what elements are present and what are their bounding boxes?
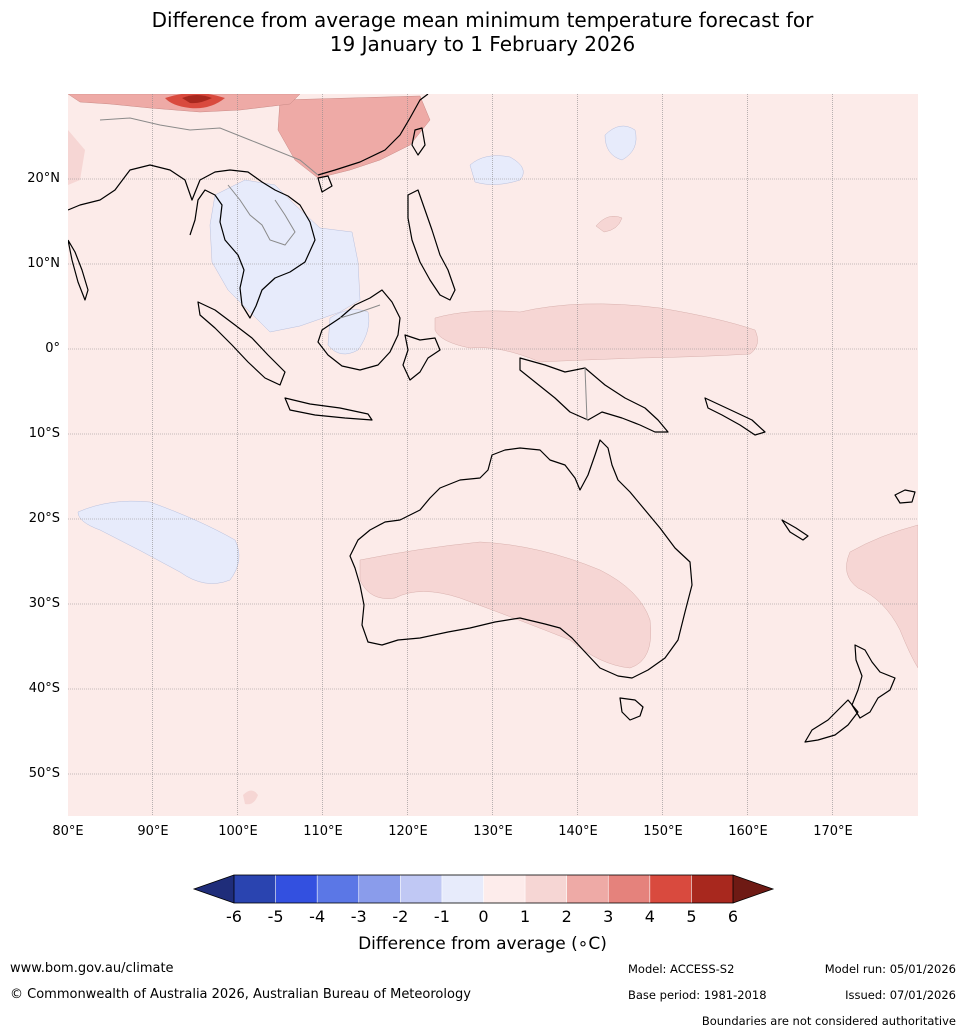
coast-new-zealand-south: [804, 699, 859, 743]
footer-copyright: © Commonwealth of Australia 2026, Austra…: [10, 987, 471, 1002]
colorbar-outline-left: [192, 874, 235, 904]
colorbar-title: Difference from average (∘C): [358, 934, 607, 954]
lat-label-50s: 50°S: [28, 766, 60, 781]
map-title-line-2: 19 January to 1 February 2026: [329, 32, 636, 56]
map-title-line-1: Difference from average mean minimum tem…: [151, 8, 814, 32]
lat-label-30s: 30°S: [28, 596, 60, 611]
colorbar-tick-label: 1: [519, 907, 531, 926]
colorbar-tick-label: 5: [686, 907, 697, 926]
anomaly-region-indian-ocean: [77, 500, 240, 584]
anomaly-region-southern-ocean: [243, 790, 258, 805]
colorbar-cell: [608, 875, 651, 903]
coast-hainan: [317, 175, 333, 193]
colorbar-cell: [358, 875, 401, 903]
coast-solomons: [704, 397, 766, 436]
lat-label-20n: 20°N: [27, 171, 60, 186]
coastlines: [68, 94, 916, 743]
coast-fiji: [894, 489, 916, 504]
lon-label-170e: 170°E: [813, 824, 853, 839]
footer-model-run: Model run: 05/01/2026: [824, 962, 956, 976]
colorbar-tick-label: -1: [433, 907, 450, 926]
lat-label-10s: 10°S: [28, 426, 60, 441]
colorbar-tick-label: -2: [392, 907, 409, 926]
lon-label-80e: 80°E: [52, 824, 84, 839]
anomaly-region-australia-inland: [359, 541, 652, 669]
lon-label-160e: 160°E: [728, 824, 768, 839]
colorbar-tick-label: 6: [727, 907, 739, 926]
colorbar-cell: [525, 875, 568, 903]
anomaly-region-micronesia: [595, 216, 623, 233]
coast-australia: [349, 439, 693, 679]
coast-new-caledonia: [781, 519, 809, 541]
coast-borneo: [317, 289, 401, 371]
anomaly-region-philippine-sea: [469, 155, 524, 185]
footer-base-period: Base period: 1981-2018: [628, 988, 767, 1002]
colorbar-tick-label: -4: [309, 907, 326, 926]
coast-new-zealand-north: [851, 644, 896, 719]
boundary-png-indonesia: [584, 367, 588, 421]
colorbar-cell: [317, 875, 360, 903]
boundaries: [99, 117, 588, 421]
colorbar-cell: [441, 875, 484, 903]
coast-sulawesi: [402, 334, 441, 381]
colorbar-tick-label: -6: [226, 907, 242, 926]
colorbar-cell: [483, 875, 526, 903]
boundary-indochina: [227, 184, 296, 246]
footer-disclaimer: Boundaries are not considered authoritat…: [701, 1014, 956, 1028]
boundary-borneo: [339, 304, 381, 319]
colorbar-cell: [275, 875, 318, 903]
lat-label-40s: 40°S: [28, 681, 60, 696]
coast-asia-mainland: [68, 94, 429, 319]
colorbar-tick-label: 0: [478, 907, 489, 926]
colorbar-extend-low: [194, 875, 234, 903]
anomaly-region-india-west: [68, 130, 85, 185]
map-area: [68, 94, 918, 816]
footer-model: Model: ACCESS-S2: [628, 962, 735, 976]
colorbar-cell: [566, 875, 609, 903]
boundary-asia-north: [99, 117, 319, 176]
colorbar-tick-label: 2: [561, 907, 572, 926]
footer-issued: Issued: 07/01/2026: [845, 988, 956, 1002]
lon-label-120e: 120°E: [388, 824, 428, 839]
colorbar-cell: [400, 875, 443, 903]
colorbar: [192, 874, 775, 904]
coast-philippines: [407, 189, 456, 301]
colorbar-extend-high: [733, 875, 773, 903]
anomaly-region-borneo: [327, 309, 370, 355]
colorbar-tick-label: -5: [267, 907, 284, 926]
lon-label-90e: 90°E: [137, 824, 169, 839]
map-title: Difference from average mean minimum tem…: [0, 8, 965, 56]
colorbar-tick-label: 3: [603, 907, 614, 926]
lon-label-110e: 110°E: [303, 824, 343, 839]
anomaly-region-himalaya-peak: [182, 95, 212, 104]
colorbar-cell: [691, 875, 734, 903]
anomaly-region-south-china: [277, 95, 431, 179]
coast-sumatra: [197, 301, 286, 386]
colorbar-tick-label: -3: [350, 907, 367, 926]
colorbar-tick-label: 4: [644, 907, 655, 926]
lon-label-140e: 140°E: [558, 824, 598, 839]
anomaly-region-tasman-east: [846, 524, 918, 669]
lon-label-130e: 130°E: [473, 824, 513, 839]
lon-label-100e: 100°E: [218, 824, 258, 839]
lat-label-equator: 0°: [45, 341, 60, 356]
colorbar-outline-right: [732, 874, 775, 904]
lat-label-10n: 10°N: [27, 256, 60, 271]
coast-java: [284, 397, 373, 421]
anomaly-region-marianas-north: [604, 125, 637, 161]
colorbar-cell: [234, 875, 277, 903]
colorbar-outline: [233, 874, 734, 904]
lat-label-20s: 20°S: [28, 511, 60, 526]
lon-label-150e: 150°E: [643, 824, 683, 839]
coast-taiwan: [411, 127, 426, 156]
footer-website: www.bom.gov.au/climate: [10, 961, 174, 976]
colorbar-cell: [649, 875, 692, 903]
coast-tasmania: [619, 697, 644, 721]
coast-india: [68, 239, 89, 301]
